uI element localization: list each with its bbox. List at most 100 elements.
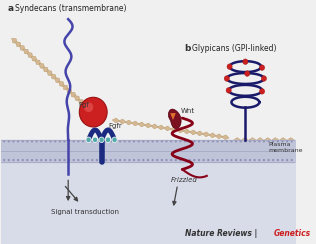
Text: Syndecans (transmembrane): Syndecans (transmembrane) (15, 4, 127, 13)
Circle shape (21, 159, 24, 161)
Circle shape (193, 140, 196, 142)
Circle shape (12, 140, 15, 142)
Circle shape (224, 76, 229, 81)
Circle shape (8, 140, 10, 142)
Circle shape (291, 140, 293, 142)
Text: Glypicans (GPI-linked): Glypicans (GPI-linked) (192, 44, 277, 53)
Circle shape (99, 137, 104, 142)
Circle shape (286, 159, 288, 161)
Circle shape (212, 159, 214, 161)
Polygon shape (131, 121, 139, 126)
Circle shape (31, 159, 33, 161)
Polygon shape (272, 138, 279, 142)
Polygon shape (241, 138, 248, 142)
Circle shape (226, 88, 231, 93)
Polygon shape (203, 132, 210, 137)
Circle shape (114, 140, 117, 142)
Circle shape (45, 159, 47, 161)
Polygon shape (43, 67, 49, 72)
Polygon shape (31, 56, 37, 61)
Circle shape (124, 140, 126, 142)
Circle shape (263, 159, 265, 161)
Circle shape (3, 159, 5, 161)
Circle shape (35, 159, 38, 161)
Circle shape (87, 159, 89, 161)
Circle shape (84, 102, 93, 112)
Polygon shape (20, 45, 25, 51)
Circle shape (91, 159, 94, 161)
Circle shape (207, 159, 210, 161)
Polygon shape (215, 134, 223, 139)
Circle shape (240, 159, 242, 161)
Circle shape (110, 159, 112, 161)
Circle shape (203, 159, 205, 161)
Polygon shape (138, 122, 145, 127)
Polygon shape (119, 119, 126, 124)
Circle shape (216, 159, 219, 161)
Circle shape (31, 140, 33, 142)
Circle shape (87, 140, 89, 142)
Circle shape (54, 159, 56, 161)
Circle shape (17, 140, 19, 142)
Circle shape (79, 97, 107, 127)
Circle shape (263, 140, 265, 142)
Polygon shape (67, 89, 72, 94)
Circle shape (49, 140, 52, 142)
Circle shape (203, 140, 205, 142)
Circle shape (243, 59, 248, 64)
Circle shape (244, 159, 246, 161)
Circle shape (156, 140, 158, 142)
Circle shape (277, 159, 279, 161)
Circle shape (54, 140, 56, 142)
Circle shape (235, 159, 237, 161)
Circle shape (133, 140, 135, 142)
Circle shape (184, 159, 186, 161)
Circle shape (63, 159, 66, 161)
Circle shape (128, 159, 131, 161)
Circle shape (137, 140, 140, 142)
Circle shape (106, 137, 111, 142)
Circle shape (281, 140, 283, 142)
Polygon shape (55, 78, 60, 83)
Circle shape (221, 159, 223, 161)
Circle shape (216, 140, 219, 142)
Circle shape (189, 159, 191, 161)
Circle shape (161, 159, 163, 161)
Polygon shape (170, 127, 178, 132)
Circle shape (26, 159, 28, 161)
Text: Genetics: Genetics (274, 229, 311, 238)
Circle shape (161, 140, 163, 142)
Circle shape (119, 159, 121, 161)
Polygon shape (249, 138, 256, 142)
Circle shape (100, 140, 103, 142)
Circle shape (253, 140, 256, 142)
Polygon shape (35, 60, 41, 65)
Circle shape (82, 159, 84, 161)
Circle shape (267, 140, 270, 142)
Circle shape (77, 159, 80, 161)
Circle shape (3, 140, 5, 142)
Text: Nature Reviews |: Nature Reviews | (185, 229, 260, 238)
Circle shape (170, 140, 172, 142)
Circle shape (40, 140, 42, 142)
Polygon shape (190, 130, 197, 135)
Circle shape (119, 140, 121, 142)
Circle shape (244, 140, 246, 142)
Circle shape (281, 159, 283, 161)
Polygon shape (59, 81, 64, 86)
Circle shape (259, 89, 265, 94)
Polygon shape (164, 126, 171, 131)
Circle shape (198, 159, 200, 161)
Polygon shape (257, 138, 263, 142)
Circle shape (110, 140, 112, 142)
Circle shape (258, 159, 260, 161)
Polygon shape (112, 118, 119, 123)
Polygon shape (51, 74, 57, 79)
Circle shape (226, 140, 228, 142)
Circle shape (93, 137, 98, 142)
Polygon shape (15, 42, 21, 47)
Circle shape (259, 65, 265, 71)
Text: Frizzled: Frizzled (171, 177, 198, 183)
Polygon shape (144, 123, 152, 128)
Circle shape (175, 159, 177, 161)
